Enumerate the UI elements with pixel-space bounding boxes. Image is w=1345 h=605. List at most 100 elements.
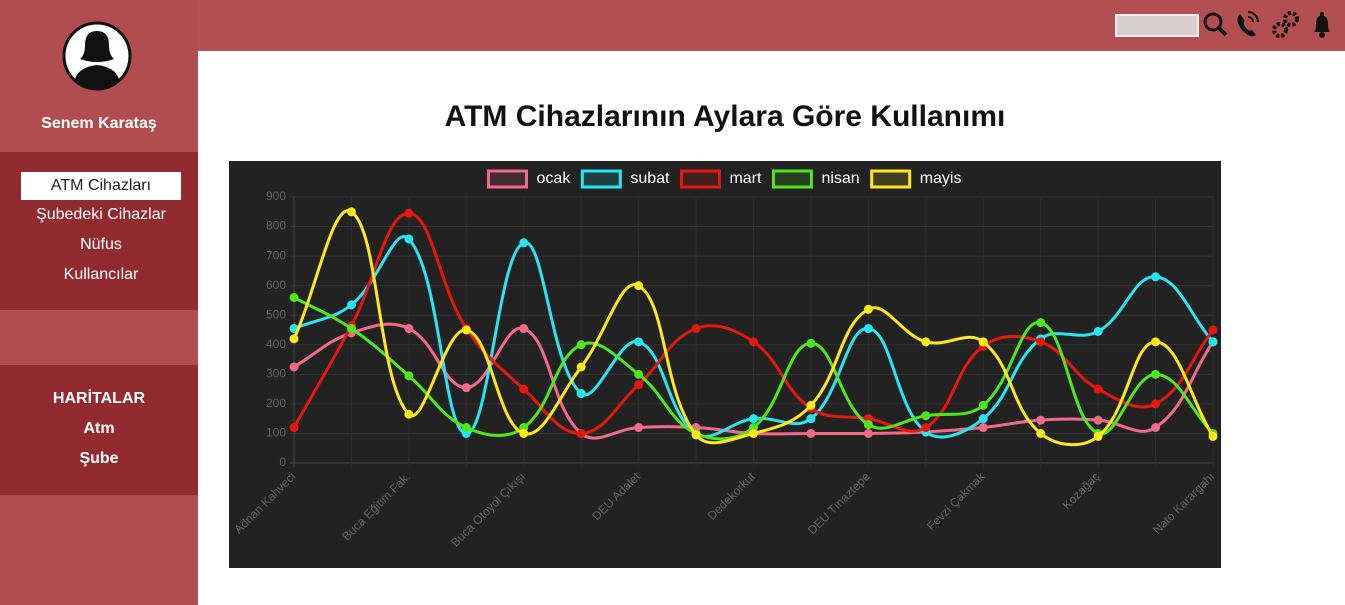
series-line: [293, 322, 1215, 440]
data-point: [1151, 399, 1161, 409]
data-point: [634, 337, 644, 347]
legend-label: ocak: [537, 170, 572, 187]
data-point: [1093, 415, 1103, 425]
maps-item[interactable]: Şube: [79, 450, 119, 467]
data-point: [576, 428, 586, 438]
data-point: [749, 337, 758, 347]
data-point: [404, 409, 414, 419]
data-point: [404, 208, 414, 218]
data-point: [978, 423, 988, 433]
menu-item[interactable]: Şubedeki Cihazlar: [36, 206, 166, 223]
data-point: [289, 292, 299, 302]
data-point: [576, 389, 586, 399]
settings-icon[interactable]: [1272, 11, 1299, 38]
y-tick-label: 700: [266, 248, 286, 262]
data-point: [806, 414, 816, 424]
legend-swatch: [679, 169, 721, 189]
y-tick-label: 800: [266, 219, 286, 233]
data-point: [634, 281, 644, 291]
data-point: [1036, 415, 1046, 425]
data-point: [806, 338, 816, 348]
data-point: [634, 369, 644, 379]
legend: ocak subat mart nisan mayis: [487, 169, 962, 189]
data-point: [404, 371, 414, 381]
data-point: [1036, 337, 1046, 347]
legend-swatch: [580, 169, 622, 189]
data-point: [461, 423, 471, 433]
data-point: [576, 340, 586, 350]
data-point: [863, 420, 873, 430]
data-point: [404, 324, 414, 334]
menu-item[interactable]: Kullancılar: [63, 266, 139, 283]
x-tick-label: Buca Otoyol Çıkışı: [448, 469, 528, 549]
search-icon[interactable]: [1203, 12, 1228, 37]
bell-icon[interactable]: [1314, 12, 1330, 38]
series-line: [292, 209, 1215, 447]
data-point: [404, 234, 414, 244]
x-tick-label: DEU Adalet: [589, 469, 643, 523]
data-point: [519, 324, 529, 334]
data-point: [519, 428, 529, 438]
data-point: [921, 337, 931, 347]
maps-section: [0, 365, 198, 495]
maps-title: HARİTALAR: [52, 390, 146, 407]
y-tick-label: 100: [266, 426, 286, 440]
data-point: [346, 324, 356, 334]
y-tick-label: 600: [266, 278, 286, 292]
menu-item[interactable]: ATM Cihazları: [21, 172, 181, 200]
data-point: [921, 411, 931, 421]
maps-item[interactable]: Atm: [83, 420, 115, 437]
data-point: [691, 430, 701, 440]
data-point: [749, 414, 758, 424]
x-tick-label: Dedekorkut: [705, 469, 759, 523]
data-point: [634, 380, 644, 390]
data-point: [519, 238, 529, 248]
y-tick-label: 200: [266, 396, 286, 410]
data-point: [519, 384, 529, 394]
x-tick-label: Adnan Kahveci: [231, 469, 298, 536]
y-tick-label: 400: [266, 337, 286, 351]
data-point: [461, 383, 471, 393]
data-point: [978, 414, 988, 424]
data-point: [1151, 337, 1161, 347]
y-tick-label: 0: [279, 455, 286, 469]
data-point: [749, 428, 758, 438]
data-point: [806, 400, 816, 410]
data-point: [1036, 428, 1046, 438]
data-point: [346, 207, 356, 217]
x-tick-label: Nato Karargahı: [1150, 469, 1217, 536]
legend-swatch: [487, 169, 529, 189]
data-point: [1151, 423, 1161, 433]
data-point: [978, 337, 988, 347]
toolbar-icons: [1203, 11, 1330, 38]
search-input[interactable]: [1115, 14, 1199, 37]
phone-icon[interactable]: [1237, 11, 1259, 37]
x-tick-label: Fevzi Çakmak: [924, 469, 988, 533]
data-point: [691, 324, 701, 334]
chart-title: ATM Cihazlarının Aylara Göre Kullanımı: [444, 100, 1006, 133]
user-name: Senem Karataş: [41, 115, 157, 132]
data-point: [1151, 369, 1161, 379]
data-point: [346, 300, 356, 310]
data-point: [1208, 337, 1218, 347]
legend-label: mart: [729, 170, 762, 187]
y-tick-label: 300: [266, 367, 286, 381]
data-point: [1093, 326, 1103, 336]
data-point: [1036, 318, 1046, 328]
legend-swatch: [870, 169, 912, 189]
data-point: [806, 428, 816, 438]
data-point: [289, 334, 299, 344]
data-point: [1093, 431, 1103, 441]
x-tick-label: DEU Tınaztepe: [805, 469, 873, 537]
menu-item[interactable]: Nüfus: [80, 236, 122, 253]
sidebar: Senem Karataş ATM Cihazları Şubedeki Cih…: [0, 0, 198, 605]
data-point: [921, 423, 931, 433]
x-tick-label: Kozağaç: [1060, 469, 1103, 512]
legend-label: mayis: [920, 170, 962, 187]
data-point: [576, 362, 586, 372]
data-point: [863, 428, 873, 438]
data-point: [1151, 272, 1161, 282]
data-point: [863, 324, 873, 334]
data-point: [289, 423, 299, 433]
